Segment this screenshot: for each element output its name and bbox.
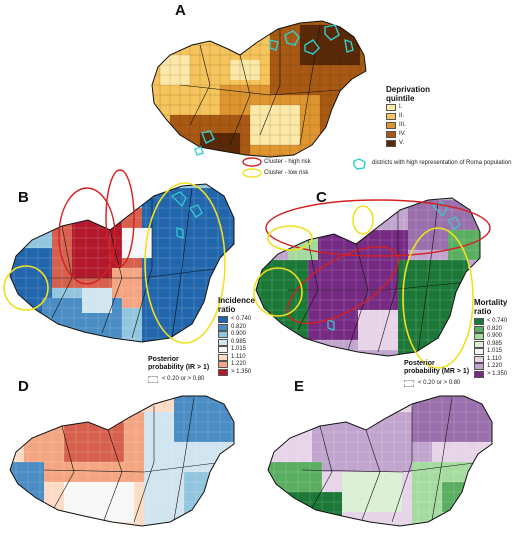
panel-label-b: B: [18, 189, 29, 206]
legend-label: 0.900: [231, 331, 247, 337]
map-incidence: [3, 169, 235, 344]
legend-swatch: [474, 340, 484, 348]
deprivation-choropleth: [152, 21, 366, 157]
legend-swatch: [386, 104, 396, 111]
legend-label: V.: [399, 140, 405, 146]
legend-label: 1.110: [487, 355, 502, 362]
incidence-pp-swatch: [148, 376, 158, 383]
high-risk-symbol: [242, 157, 262, 167]
legend-label: < 0.740: [231, 316, 252, 322]
legend-swatch: [474, 325, 484, 333]
map-mortality: [253, 197, 491, 369]
legend-label: 0.820: [231, 323, 247, 330]
legend-swatch: [218, 338, 228, 346]
roma-district-outlines: [194, 24, 354, 156]
low-risk-cluster: [352, 205, 374, 235]
legend-swatch: [474, 333, 484, 340]
map-deprivation: [151, 20, 367, 158]
high-risk-cluster: [265, 199, 491, 257]
legend-swatch: [386, 122, 396, 129]
high-risk-cluster: [58, 187, 116, 285]
legend-swatch: [218, 353, 228, 361]
legend-label: 1.015: [231, 346, 247, 352]
roma-legend-icon: [353, 158, 366, 170]
legend-swatch: [474, 348, 484, 355]
high-risk-cluster: [105, 169, 135, 267]
panel-label-d: D: [18, 378, 29, 395]
legend-label: 1.110: [231, 353, 246, 360]
legend-swatch: [218, 368, 228, 376]
incidence-pp-label: < 0.20 or > 0.80: [162, 376, 205, 382]
low-risk-symbol: [242, 168, 262, 178]
mortality-legend-title: Mortality ratio: [474, 298, 508, 316]
low-risk-cluster: [3, 265, 49, 311]
low-risk-cluster: [267, 225, 313, 251]
legend-label: 1.220: [231, 361, 247, 367]
cluster-legend-symbols: [242, 157, 262, 178]
legend-label: > 1.350: [487, 370, 508, 377]
legend-label: 1.220: [487, 363, 503, 369]
legend-label: II.: [399, 113, 405, 119]
legend-swatch: [474, 318, 484, 325]
low-risk-cluster: [144, 182, 226, 344]
incidence-legend-title: Incidence ratio: [218, 296, 255, 314]
legend-swatch: [218, 346, 228, 353]
legend-label: < 0.740: [487, 318, 508, 324]
legend-label: III.: [399, 122, 406, 128]
legend-swatch: [474, 363, 484, 370]
legend-swatch: [386, 113, 396, 120]
map-mortality-posterior: [267, 395, 493, 527]
legend-roma-label: districts with high representation of Ro…: [372, 160, 512, 166]
legend-low-risk-label: Cluster - low risk: [264, 170, 309, 176]
panel-label-c: C: [316, 189, 327, 206]
roma-outlines-b: [170, 191, 203, 239]
mortality-pp-label: < 0.20 or > 0.80: [418, 380, 461, 386]
legend-label: 0.985: [231, 338, 247, 345]
legend-swatch: [218, 323, 228, 331]
high-risk-cluster: [287, 245, 399, 325]
mortality-pp-title: Posterior probability (MR > 1): [404, 360, 470, 375]
low-risk-cluster: [253, 267, 303, 317]
legend-label: 0.900: [487, 333, 503, 339]
legend-swatch: [474, 370, 484, 378]
legend-label: 0.985: [487, 340, 503, 347]
legend-swatch: [218, 331, 228, 338]
legend-label: > 1.350: [231, 368, 252, 375]
clusters-c: [253, 199, 491, 369]
legend-label: IV.: [399, 131, 406, 137]
incidence-pp-title: Posterior probability (IR > 1): [148, 356, 210, 371]
panel-label-a: A: [175, 2, 186, 19]
mortality-pp-swatch: [404, 380, 414, 387]
panel-label-e: E: [294, 378, 305, 395]
legend-swatch: [386, 140, 396, 147]
legend-label: 0.820: [487, 325, 503, 332]
low-risk-cluster: [402, 227, 474, 369]
legend-label: 1.015: [487, 348, 503, 354]
clusters-b: [3, 169, 226, 344]
legend-high-risk-label: Cluster - high risk: [264, 159, 311, 165]
legend-swatch: [474, 355, 484, 363]
legend-swatch: [218, 361, 228, 368]
roma-outlines-c: [327, 201, 461, 331]
map-incidence-posterior: [9, 395, 235, 527]
legend-swatch: [218, 316, 228, 323]
legend-label: I.: [399, 104, 403, 110]
legend-swatch: [386, 131, 396, 138]
deprivation-legend-title: Deprivation quintile: [386, 85, 431, 103]
